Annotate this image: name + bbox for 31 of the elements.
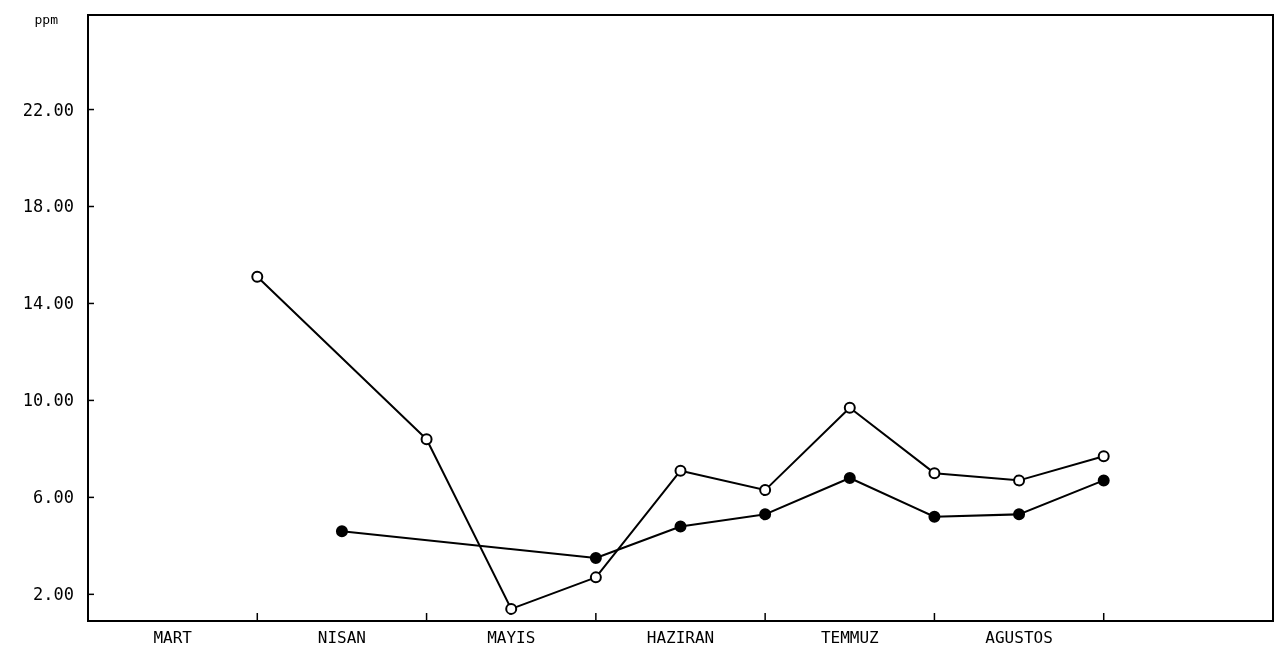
point <box>335 525 348 538</box>
point <box>674 464 687 477</box>
x-tick-label: TEMMUZ <box>820 628 880 647</box>
y-tick-label: 18.00 <box>22 196 74 217</box>
x-tick-label: MAYIS <box>487 628 536 647</box>
point <box>759 508 772 521</box>
point <box>505 602 518 615</box>
point <box>589 551 602 564</box>
point <box>420 433 433 446</box>
point <box>589 571 602 584</box>
point <box>759 484 772 497</box>
x-tick-label: MART <box>153 628 193 647</box>
x-tick-label: AGUSTOS <box>985 628 1053 647</box>
y-tick-label: 10.00 <box>22 390 74 411</box>
y-tick-label: 22.00 <box>22 99 74 120</box>
y-tick-label: 14.00 <box>22 293 74 314</box>
point <box>928 467 941 480</box>
point <box>674 520 687 533</box>
point <box>928 510 941 523</box>
point <box>843 401 856 414</box>
y-axis-title: ppm <box>34 11 59 27</box>
point <box>1097 450 1110 463</box>
x-tick-label: NISAN <box>317 628 367 647</box>
point <box>1013 508 1026 521</box>
point <box>1013 474 1026 487</box>
y-tick-label: 2.00 <box>33 584 74 605</box>
point <box>251 270 264 283</box>
point <box>1097 474 1110 487</box>
x-tick-label: HAZIRAN <box>646 628 715 647</box>
y-tick-label: 6.00 <box>33 487 74 508</box>
point <box>843 471 856 484</box>
